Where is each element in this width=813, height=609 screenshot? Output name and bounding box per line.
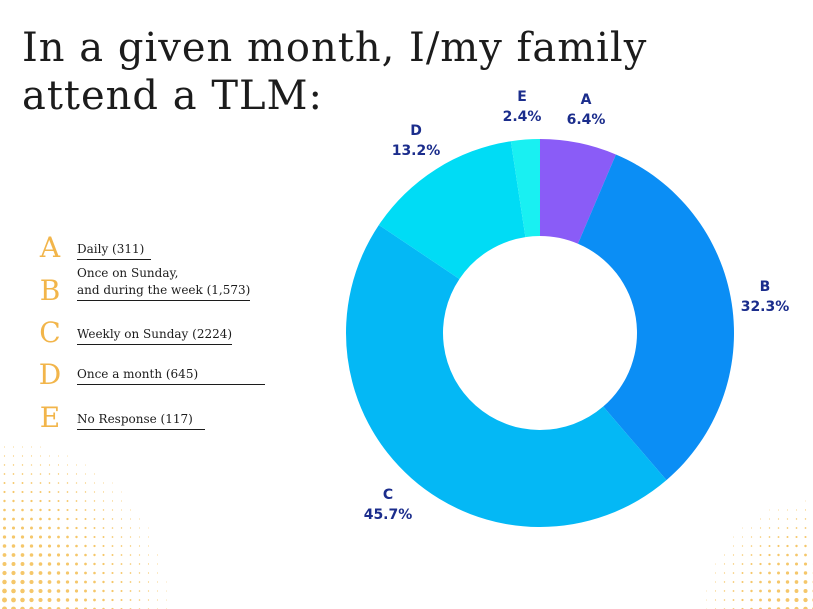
legend-text-a: Daily (311) [77, 241, 151, 260]
slice-label-category-c: C [383, 487, 393, 503]
legend-text-d: Once a month (645) [77, 366, 265, 385]
legend: A Daily (311) B Once on Sunday, and duri… [0, 0, 330, 609]
slice-label-category-d: D [410, 123, 422, 139]
title-line-2: attend a TLM: [22, 73, 323, 119]
slice-label-value-b: 32.3% [741, 299, 790, 315]
slice-e [510, 139, 540, 238]
title-line-1: In a given month, I/my family [22, 25, 648, 71]
slice-label-value-a: 6.4% [567, 112, 606, 128]
slice-a [540, 139, 616, 244]
slice-d [378, 141, 526, 279]
slice-label-category-e: E [517, 89, 527, 105]
legend-label-b-line-2: and during the week (1,573) [77, 282, 251, 301]
legend-letter-d: D [38, 358, 62, 391]
legend-label-d: Once a month (645) [77, 366, 265, 385]
page-title: In a given month, I/my family attend a T… [22, 24, 647, 120]
legend-label-b-line-1: Once on Sunday, [77, 266, 179, 280]
legend-text-c: Weekly on Sunday (2224) [77, 326, 233, 345]
legend-letter-c: C [39, 316, 61, 349]
legend-letter-a: A [39, 231, 61, 264]
legend-text-e: No Response (117) [77, 411, 205, 430]
slice-label-category-b: B [760, 279, 771, 295]
legend-letter-b: B [39, 274, 61, 307]
slice-c [346, 224, 667, 527]
slice-label-value-e: 2.4% [503, 109, 542, 125]
legend-text-b: Once on Sunday, and during the week (1,5… [77, 265, 251, 301]
legend-label-e: No Response (117) [77, 411, 205, 430]
slice-label-value-d: 13.2% [392, 143, 441, 159]
slice-label-value-c: 45.7% [364, 507, 413, 523]
legend-label-a: Daily (311) [77, 241, 151, 260]
legend-letter-e: E [39, 401, 61, 434]
slice-b [577, 154, 734, 481]
legend-label-c: Weekly on Sunday (2224) [77, 326, 233, 345]
slice-label-category-a: A [581, 92, 592, 108]
